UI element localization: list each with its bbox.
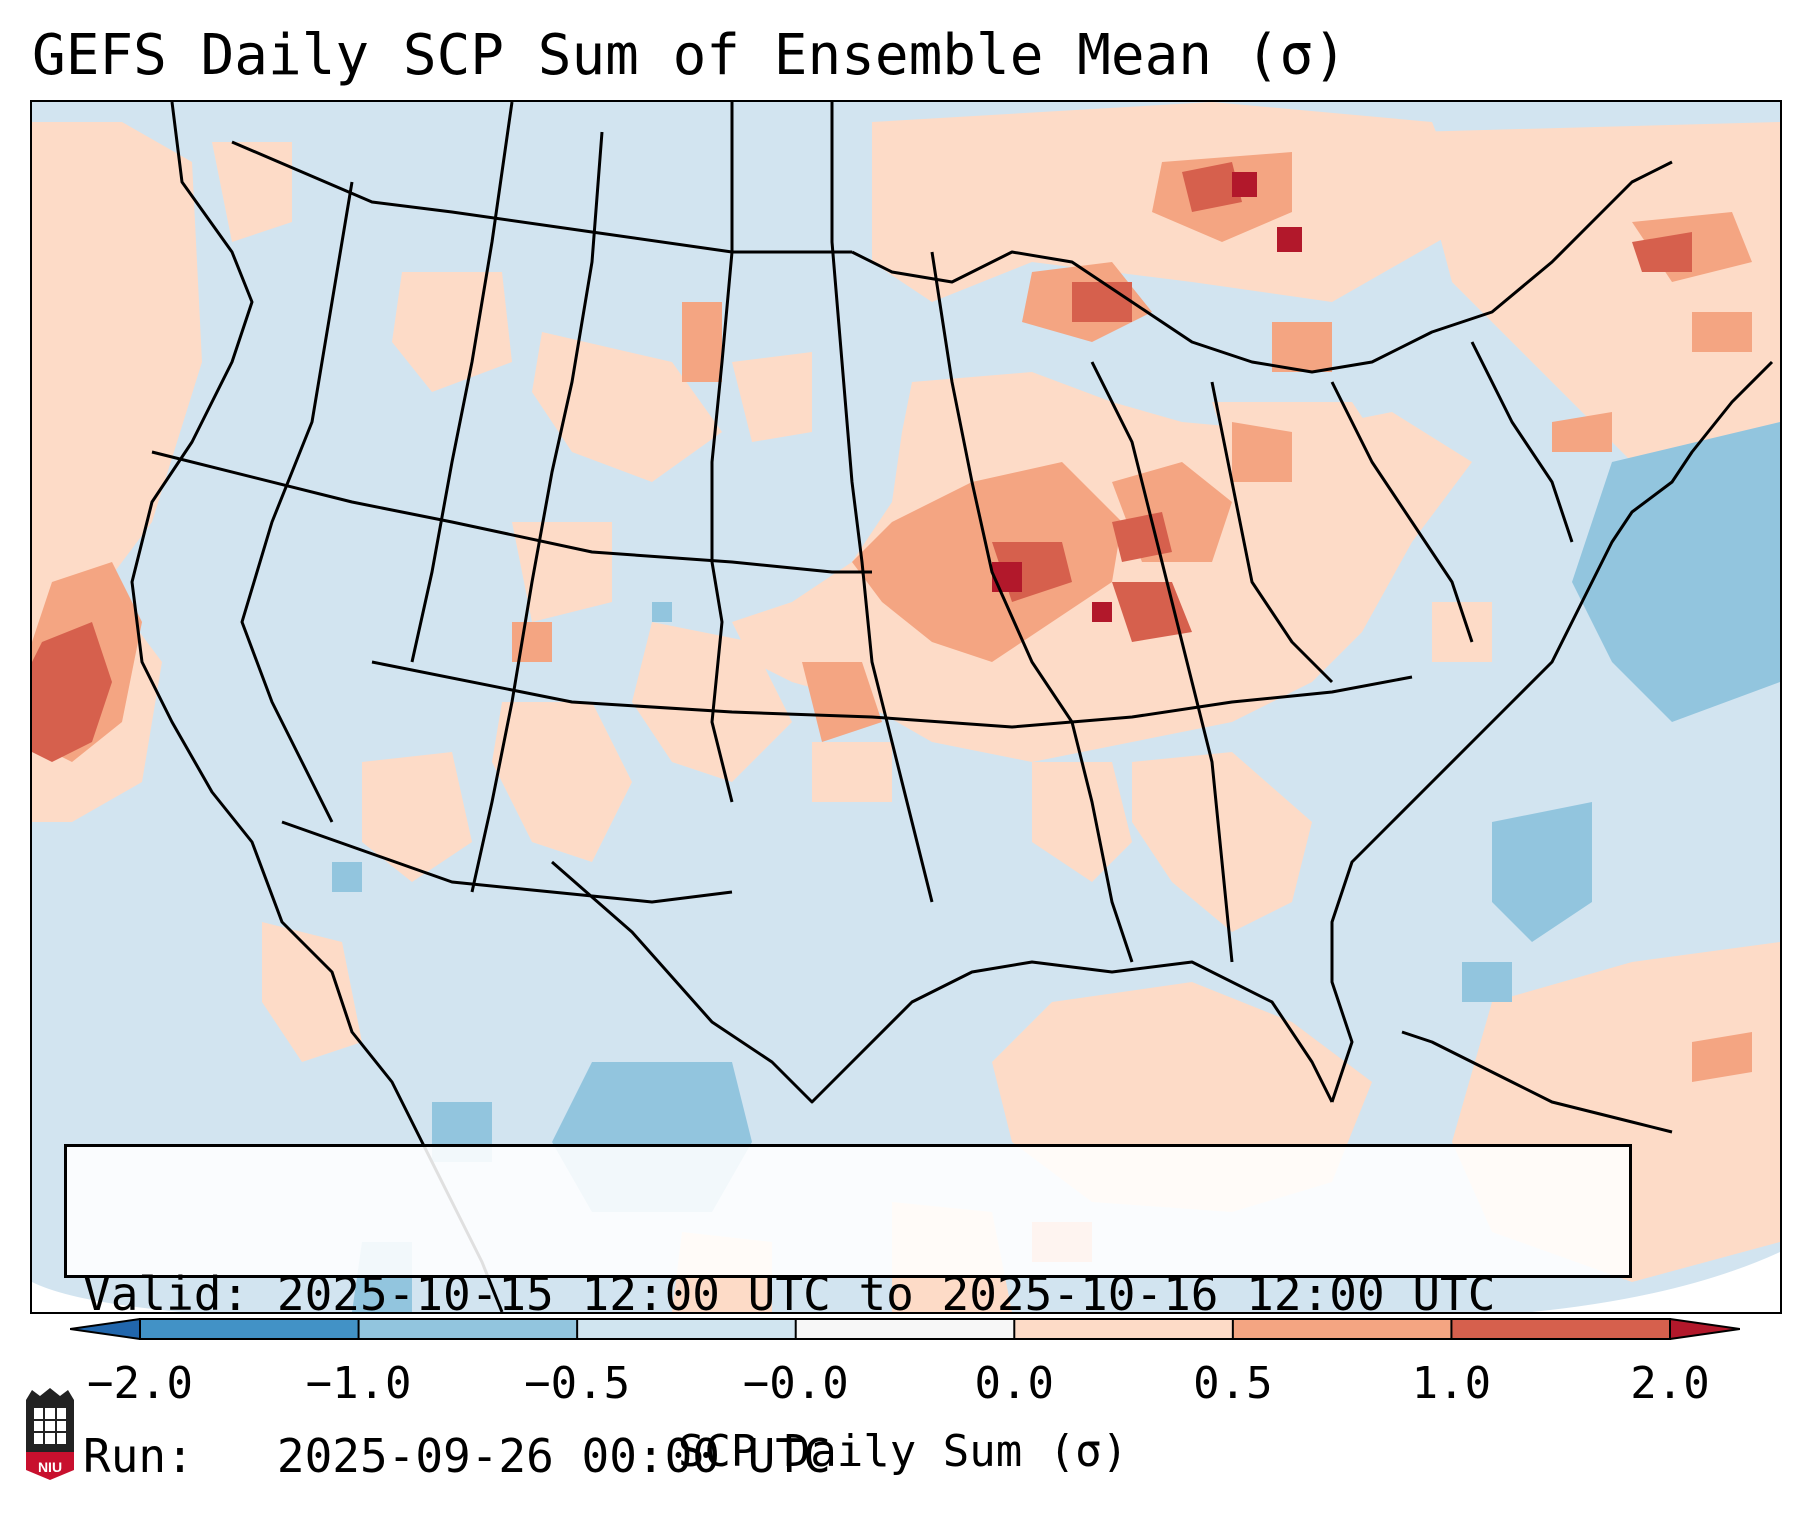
colorbar-tick-label: 1.0	[1411, 1358, 1492, 1409]
anomaly-extreme-positive	[992, 172, 1302, 622]
interior-line-1	[240, 181, 354, 823]
run-label: Run:	[83, 1429, 194, 1483]
logo-window	[34, 1408, 66, 1444]
run-value: 2025-09-26 00:00 UTC	[276, 1429, 831, 1483]
map-title: GEFS Daily SCP Sum of Ensemble Mean (σ)	[32, 23, 1347, 88]
colorbar-label: SCP Daily Sum (σ)	[677, 1426, 1129, 1477]
colorbar-bin	[140, 1319, 359, 1339]
colorbar-tick-label: 0.0	[974, 1358, 1055, 1409]
boundaries	[130, 102, 1774, 1312]
state-line-2	[371, 660, 1413, 729]
colorbar-bin	[358, 1319, 578, 1339]
caribbean-islands	[1401, 1030, 1673, 1134]
canada-border	[231, 140, 852, 254]
east-coast	[1330, 360, 1774, 1103]
colorbar-tick-label: −0.5	[524, 1358, 631, 1409]
niu-logo: NIU	[26, 1388, 74, 1480]
interior-line-7	[1090, 361, 1234, 963]
colorbar-over-extension	[1669, 1318, 1740, 1340]
colorbar-bin	[1232, 1319, 1452, 1339]
colorbar-tick-label: −0.0	[742, 1358, 849, 1409]
validity-box: Valid: 2025-10-15 12:00 UTC to 2025-10-1…	[64, 1144, 1632, 1483]
logo-window-grid	[34, 1408, 66, 1444]
logo-text: NIU	[38, 1459, 62, 1475]
interior-line-4	[710, 102, 734, 803]
colorbar-bin	[795, 1319, 1015, 1339]
map-panel	[30, 100, 1782, 1314]
interior-line-9	[1330, 381, 1474, 643]
interior-line-3	[470, 131, 604, 893]
interior-line-2	[410, 102, 514, 663]
valid-label: Valid:	[83, 1267, 250, 1321]
colorbar-under-extension	[70, 1318, 141, 1340]
state-line-1	[151, 450, 872, 574]
colorbar-tick-label: −2.0	[87, 1358, 193, 1409]
colorbar-tick-label: −1.0	[305, 1358, 412, 1409]
valid-row: Valid: 2025-10-15 12:00 UTC to 2025-10-1…	[83, 1267, 1629, 1321]
colorbar-tick-label: 2.0	[1630, 1358, 1710, 1409]
interior-line-6	[930, 251, 1134, 963]
gulf-coast	[551, 860, 1334, 1104]
interior-line-10	[1470, 341, 1574, 543]
colorbar-tick-label: 0.5	[1193, 1358, 1273, 1409]
interior-line-5	[830, 102, 934, 903]
colorbar-bin	[577, 1319, 796, 1339]
mexico-border-west	[281, 820, 733, 904]
colorbar	[70, 1318, 1740, 1340]
west-coast-line	[130, 102, 504, 1312]
interior-line-8	[1210, 381, 1334, 684]
field-layer	[32, 102, 1780, 1312]
map-canvas	[32, 102, 1780, 1312]
great-lakes-border	[851, 160, 1673, 374]
colorbar-bin	[1014, 1319, 1233, 1339]
run-row: Run: 2025-09-26 00:00 UTC	[83, 1429, 1629, 1483]
valid-value: 2025-10-15 12:00 UTC to 2025-10-16 12:00…	[276, 1267, 1496, 1321]
logo-shield	[26, 1452, 74, 1480]
colorbar-bin	[1451, 1319, 1670, 1339]
